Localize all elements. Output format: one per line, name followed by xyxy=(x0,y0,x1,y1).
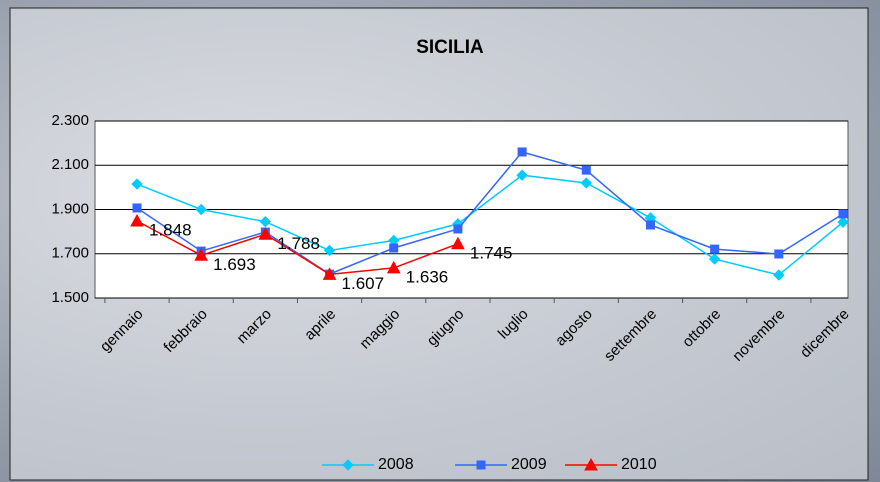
marker xyxy=(645,220,655,230)
y-tick-label: 1.700 xyxy=(51,245,89,262)
marker xyxy=(837,216,849,228)
marker xyxy=(389,243,399,253)
marker xyxy=(708,253,721,265)
legend-item: 2008 xyxy=(322,456,414,473)
data-label: 1.693 xyxy=(213,255,256,274)
marker xyxy=(258,227,273,240)
marker xyxy=(194,248,209,261)
marker xyxy=(584,457,598,471)
marker xyxy=(516,169,528,181)
legend-item: 2010 xyxy=(565,456,657,473)
marker xyxy=(451,236,465,250)
series-line xyxy=(136,220,459,276)
marker xyxy=(132,203,142,213)
marker xyxy=(195,203,207,216)
data-label: 1.607 xyxy=(342,274,385,293)
marker xyxy=(323,244,336,257)
legend-item: 2009 xyxy=(455,456,547,473)
marker xyxy=(322,267,337,280)
y-tick-label: 2.100 xyxy=(51,156,89,173)
legend-label: 2009 xyxy=(511,456,547,473)
data-label: 1.636 xyxy=(406,267,449,286)
y-tick-label: 1.900 xyxy=(51,200,89,217)
marker xyxy=(131,178,143,190)
data-label: 1.788 xyxy=(277,234,320,253)
marker xyxy=(710,244,720,254)
marker xyxy=(130,213,144,227)
marker xyxy=(580,177,592,189)
series-line xyxy=(136,174,844,276)
marker xyxy=(342,459,354,471)
marker xyxy=(581,165,591,175)
marker xyxy=(476,460,486,470)
marker xyxy=(453,224,463,234)
y-tick-label: 2.300 xyxy=(51,112,89,129)
marker xyxy=(517,147,527,157)
legend-label: 2010 xyxy=(621,456,657,473)
y-tick-label: 1.500 xyxy=(51,289,89,306)
legend-label: 2008 xyxy=(378,456,414,473)
marker xyxy=(774,249,784,259)
marker xyxy=(773,269,785,281)
marker xyxy=(259,215,272,228)
marker xyxy=(838,209,848,219)
chart-title: SICILIA xyxy=(416,37,484,58)
marker xyxy=(386,260,401,274)
data-label: 1.848 xyxy=(149,220,192,239)
series-line xyxy=(136,151,844,275)
data-label: 1.745 xyxy=(470,243,513,262)
